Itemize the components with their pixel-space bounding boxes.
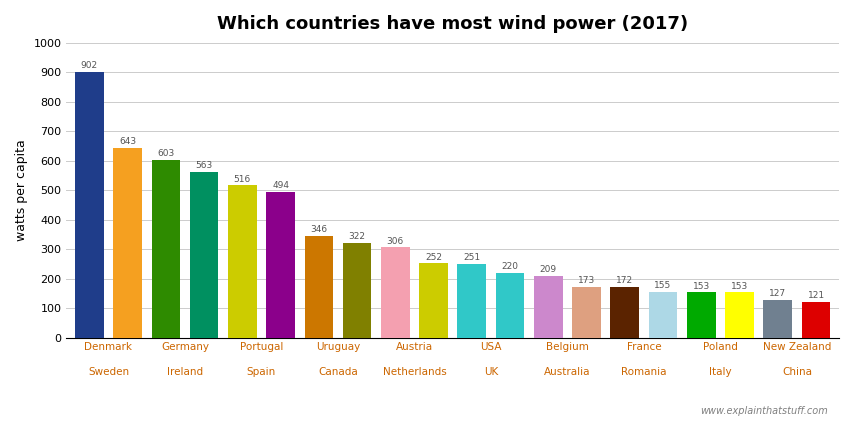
Text: China: China: [781, 367, 811, 377]
Bar: [763, 300, 792, 337]
Y-axis label: watts per capita: watts per capita: [15, 139, 28, 241]
Bar: [189, 172, 218, 337]
Bar: [380, 247, 409, 337]
Text: 155: 155: [653, 281, 671, 290]
Bar: [495, 273, 524, 337]
Text: 346: 346: [310, 225, 327, 234]
Text: 172: 172: [616, 276, 633, 285]
Bar: [151, 160, 180, 337]
Bar: [533, 276, 562, 337]
Text: 121: 121: [807, 291, 824, 300]
Bar: [228, 185, 257, 337]
Text: UK: UK: [484, 367, 497, 377]
Title: Which countries have most wind power (2017): Which countries have most wind power (20…: [217, 15, 688, 33]
Text: www.explainthatstuff.com: www.explainthatstuff.com: [699, 406, 827, 416]
Bar: [342, 243, 371, 337]
Bar: [686, 292, 715, 337]
Text: 252: 252: [425, 252, 442, 261]
Bar: [801, 302, 829, 337]
Text: 902: 902: [81, 61, 98, 70]
Text: 563: 563: [195, 161, 212, 170]
Text: 173: 173: [577, 276, 595, 285]
Bar: [266, 192, 294, 337]
Text: Australia: Australia: [543, 367, 590, 377]
Text: 209: 209: [539, 265, 556, 274]
Bar: [648, 292, 676, 337]
Text: 153: 153: [730, 282, 747, 291]
Text: Spain: Spain: [247, 367, 276, 377]
Text: 127: 127: [769, 289, 786, 298]
Text: 251: 251: [462, 253, 480, 262]
Text: 516: 516: [234, 175, 251, 184]
Bar: [457, 264, 485, 337]
Text: 306: 306: [386, 237, 403, 246]
Text: 494: 494: [272, 181, 289, 190]
Bar: [113, 148, 142, 337]
Bar: [305, 235, 333, 337]
Bar: [610, 287, 638, 337]
Bar: [724, 292, 753, 337]
Bar: [572, 286, 601, 337]
Text: Canada: Canada: [317, 367, 357, 377]
Text: 220: 220: [501, 262, 518, 271]
Text: Netherlands: Netherlands: [382, 367, 446, 377]
Text: 643: 643: [119, 137, 136, 146]
Text: 322: 322: [348, 232, 365, 241]
Bar: [75, 72, 103, 337]
Text: Ireland: Ireland: [166, 367, 203, 377]
Text: 603: 603: [157, 149, 174, 158]
Text: Romania: Romania: [620, 367, 666, 377]
Text: 153: 153: [692, 282, 709, 291]
Text: Italy: Italy: [708, 367, 731, 377]
Text: Sweden: Sweden: [88, 367, 129, 377]
Bar: [419, 263, 448, 337]
